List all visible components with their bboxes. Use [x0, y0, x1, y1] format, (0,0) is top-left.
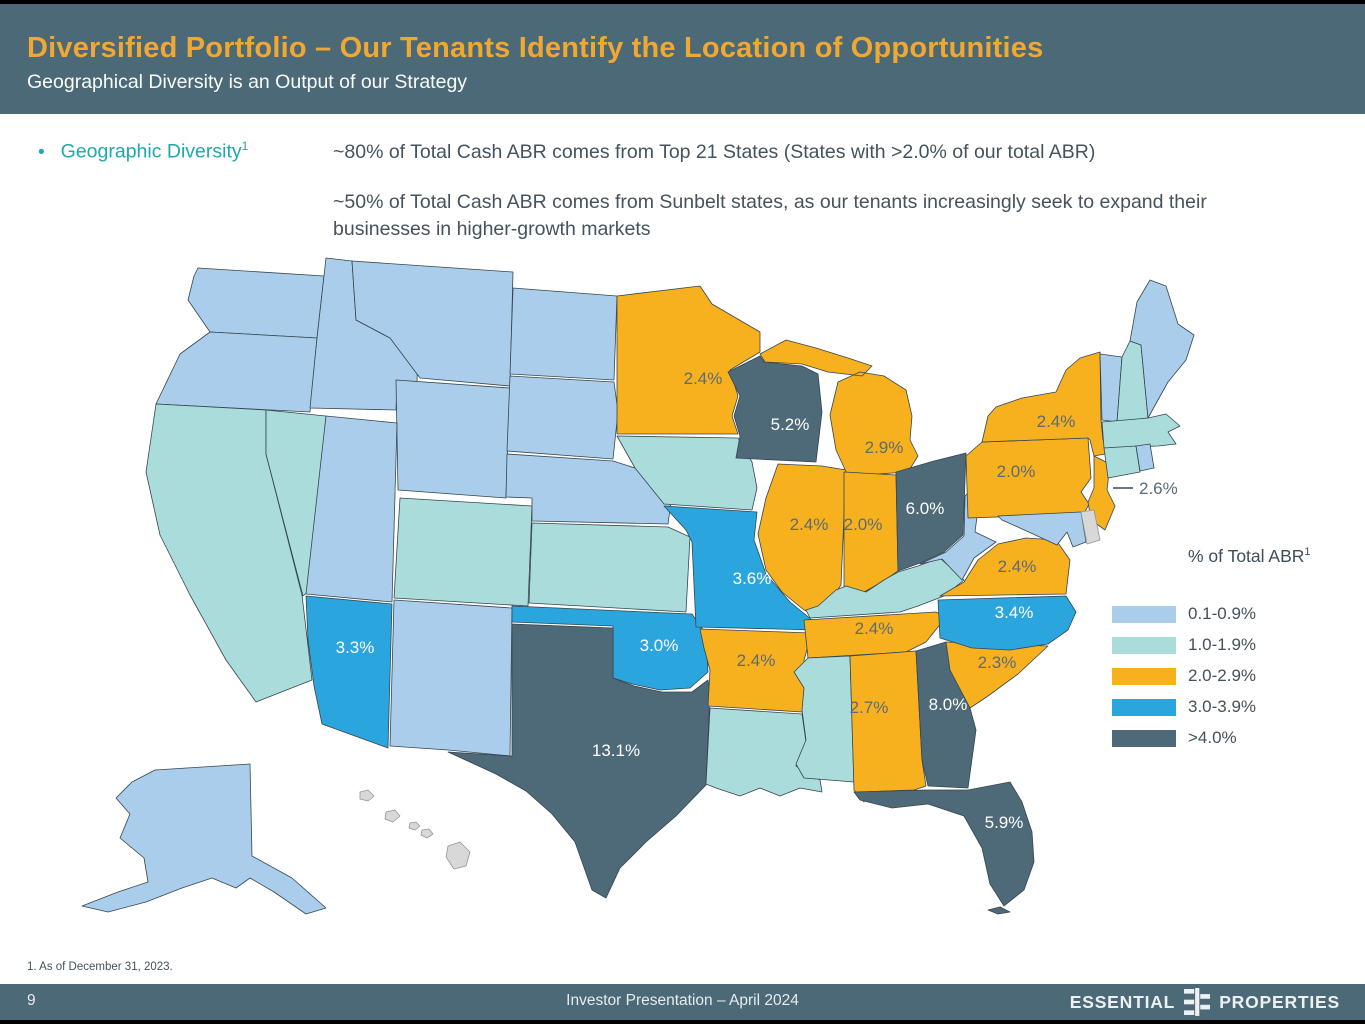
bullet-label-row: • Geographic Diversity1	[38, 139, 318, 164]
slide-footer: 9 Investor Presentation – April 2024 ESS…	[0, 984, 1365, 1020]
state-nm	[389, 599, 513, 757]
legend-swatch	[1112, 729, 1176, 747]
state-label-pa: 2.0%	[997, 462, 1036, 481]
state-ak	[81, 763, 327, 915]
page-number: 9	[27, 992, 36, 1009]
state-wa	[187, 267, 325, 339]
us-choropleth-map: 3.3% 3.0% 13.1% 2.4% 3.6% 2.4% 5.2% 2.4% 2.9% 2.0…	[81, 257, 1195, 915]
bullet-label: Geographic Diversity	[60, 140, 242, 163]
state-wi	[727, 355, 823, 463]
state-hi	[359, 789, 471, 870]
bullet-point-2: ~50% of Total Cash ABR comes from Sunbel…	[333, 190, 1207, 241]
state-label-az: 3.3%	[336, 638, 375, 657]
state-label-mo: 3.6%	[733, 569, 772, 588]
state-tx	[447, 623, 711, 899]
state-mt	[351, 260, 514, 387]
map-legend: % of Total ABR1 0.1-0.9% 1.0-1.9% 2.0-2.9%…	[1112, 546, 1362, 760]
state-de	[1080, 509, 1101, 545]
legend-title: % of Total ABR1	[1188, 546, 1311, 566]
page-title: Diversified Portfolio – Our Tenants Iden…	[27, 32, 1044, 64]
state-label-tx: 13.1%	[592, 741, 640, 760]
state-label-oh: 6.0%	[906, 499, 945, 518]
legend-label: 0.1-0.9%	[1188, 604, 1257, 623]
legend-swatch	[1112, 636, 1176, 654]
legend-swatch	[1112, 698, 1176, 716]
bullet-marker: •	[38, 141, 45, 163]
legend-swatch	[1112, 605, 1176, 623]
legend-label: >4.0%	[1188, 728, 1237, 747]
state-label-ga: 8.0%	[929, 695, 968, 714]
legend-row: 2.0-2.9%	[1112, 666, 1362, 685]
state-label-in: 2.0%	[844, 515, 883, 534]
bullet-label-superscript: 1	[241, 139, 249, 153]
state-label-al: 2.7%	[850, 698, 889, 717]
logo-text-properties: PROPERTIES	[1219, 991, 1340, 1012]
state-label-il: 2.4%	[790, 515, 829, 534]
footer-title: Investor Presentation – April 2024	[566, 992, 799, 1009]
state-co	[393, 497, 533, 607]
state-label-ny: 2.4%	[1037, 412, 1076, 431]
bottom-border	[0, 1020, 1365, 1024]
state-label-sc: 2.3%	[978, 653, 1017, 672]
state-label-va: 2.4%	[998, 557, 1037, 576]
state-label-mi: 2.9%	[865, 438, 904, 457]
state-label-nc: 3.4%	[995, 603, 1034, 622]
legend-label: 2.0-2.9%	[1188, 666, 1257, 685]
state-label-ar: 2.4%	[737, 651, 776, 670]
state-nd	[509, 287, 618, 381]
state-ky	[805, 557, 965, 619]
state-me	[1129, 279, 1195, 419]
state-sc	[945, 641, 1049, 709]
state-label-mn: 2.4%	[684, 369, 723, 388]
top-border	[0, 0, 1365, 4]
bullet-text-block: ~80% of Total Cash ABR comes from Top 21…	[333, 139, 1243, 244]
logo-text-essential: ESSENTIAL	[1069, 991, 1176, 1012]
essential-properties-logo-icon	[1184, 988, 1211, 1016]
state-ks	[528, 522, 691, 613]
state-sd	[506, 375, 619, 460]
state-fl	[853, 781, 1035, 915]
slide-header: Diversified Portfolio – Our Tenants Iden…	[0, 4, 1365, 114]
state-wy	[395, 379, 511, 499]
state-ms	[793, 655, 855, 783]
legend-title-superscript: 1	[1304, 546, 1311, 559]
legend-label: 1.0-1.9%	[1188, 635, 1257, 654]
state-oh	[895, 452, 967, 572]
state-mn	[616, 285, 761, 435]
page-subtitle: Geographical Diversity is an Output of o…	[27, 71, 468, 93]
state-ct	[1103, 445, 1141, 479]
legend-row: 1.0-1.9%	[1112, 635, 1362, 654]
bullet-point-1: ~80% of Total Cash ABR comes from Top 21…	[333, 141, 1096, 163]
legend-label: 3.0-3.9%	[1188, 697, 1257, 716]
legend-row: >4.0%	[1112, 728, 1362, 747]
legend-row: 3.0-3.9%	[1112, 697, 1362, 716]
state-callout-label-nj: 2.6%	[1139, 479, 1178, 498]
state-or	[155, 331, 318, 413]
state-label-ok: 3.0%	[640, 636, 679, 655]
state-mi	[759, 339, 919, 477]
footnote: 1. As of December 31, 2023.	[27, 961, 173, 973]
state-nc	[937, 595, 1077, 651]
company-logo: ESSENTIAL PROPERTIES	[1070, 987, 1340, 1017]
state-label-tn: 2.4%	[855, 619, 894, 638]
state-az	[305, 595, 393, 749]
state-ut	[305, 415, 398, 603]
legend-row: 0.1-0.9%	[1112, 604, 1362, 623]
state-label-fl: 5.9%	[985, 813, 1024, 832]
state-label-wi: 5.2%	[771, 415, 810, 434]
legend-swatch	[1112, 667, 1176, 685]
state-al	[849, 650, 927, 803]
state-ri	[1135, 443, 1155, 472]
legend-rows: 0.1-0.9% 1.0-1.9% 2.0-2.9% 3.0-3.9% >4.0%	[1112, 604, 1362, 747]
